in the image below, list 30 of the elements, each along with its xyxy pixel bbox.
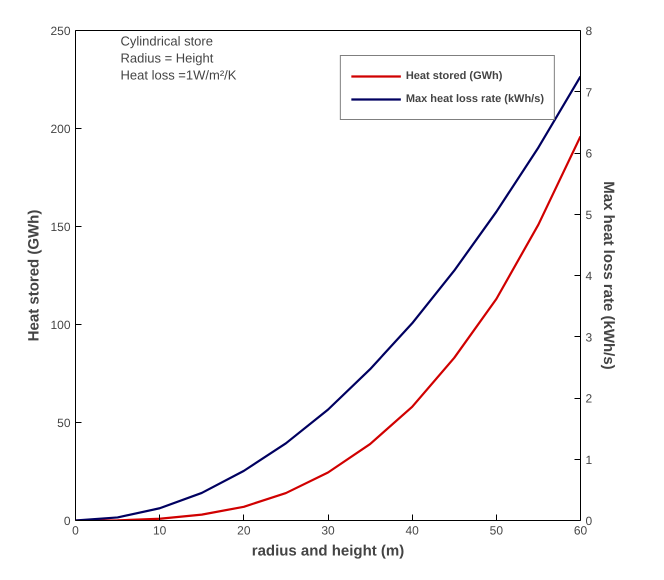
y2-tick-label: 8 [586,24,592,38]
legend-label: Heat stored (GWh) [406,70,502,82]
y-tick-label: 250 [50,24,71,38]
x-tick-label: 40 [405,524,420,538]
y2-tick-label: 4 [586,269,592,283]
y-tick-label: 150 [50,220,71,234]
y-axis-title: Heat stored (GWh) [25,210,42,342]
x-axis-title: radius and height (m) [252,542,404,560]
y-tick-label: 200 [50,122,71,136]
legend-label: Max heat loss rate (kWh/s) [406,93,544,105]
y2-tick-label: 7 [586,85,592,100]
y2-tick-label: 6 [586,146,592,160]
x-tick-label: 60 [574,524,588,538]
x-tick-label: 50 [490,524,504,538]
y2-tick-label: 1 [586,452,592,467]
y2-tick-label: 2 [586,392,592,406]
y2-tick-label: 0 [586,514,592,528]
y2-tick-label: 5 [586,208,592,222]
x-tick-label: 30 [321,524,335,538]
x-tick-label: 0 [72,524,80,538]
y-tick-label: 50 [57,416,71,430]
y-tick-label: 100 [50,318,71,332]
y-tick-label: 0 [64,514,71,528]
annotation: Heat loss =1W/m²/K [120,68,237,82]
y2-axis-title: Max heat loss rate (kWh/s) [600,181,618,370]
x-tick-label: 10 [152,524,167,538]
x-tick-label: 20 [237,524,251,538]
y2-tick-label: 3 [586,330,592,344]
annotation: Cylindrical store [120,34,213,48]
annotation: Radius = Height [120,50,214,66]
